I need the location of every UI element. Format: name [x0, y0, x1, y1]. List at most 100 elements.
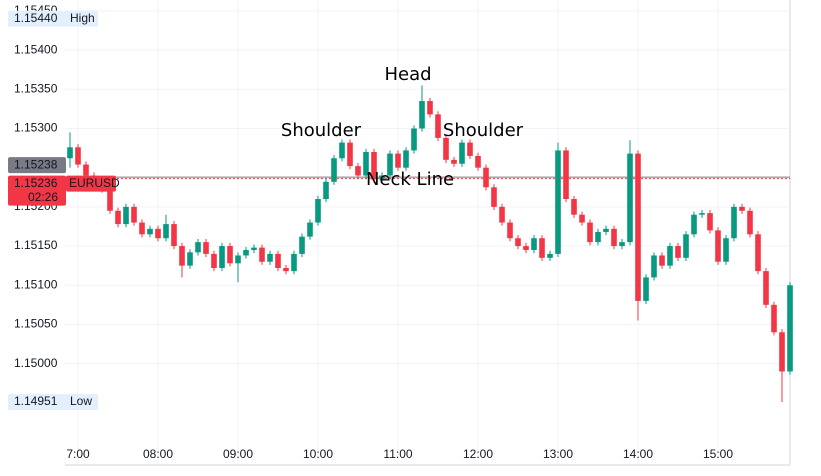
- x-tick-label: 11:00: [383, 447, 412, 461]
- candle-body: [499, 206, 505, 223]
- candle-body: [187, 252, 193, 266]
- candle-body: [635, 153, 641, 301]
- candle-body: [243, 249, 249, 256]
- candle-body: [699, 213, 705, 215]
- y-tick-label: 1.15300: [14, 121, 58, 135]
- candle-body: [275, 253, 281, 268]
- candle-body: [443, 137, 449, 160]
- candle-body: [179, 246, 185, 266]
- candle-body: [259, 247, 265, 262]
- x-tick-label: 10:00: [303, 447, 333, 461]
- candle-body: [787, 285, 793, 372]
- candle-body: [363, 152, 369, 176]
- candle-body: [675, 246, 681, 258]
- candle-body: [707, 213, 713, 231]
- candle-body: [115, 210, 121, 225]
- y-tick-label: 1.15350: [14, 81, 58, 95]
- candle-body: [523, 246, 529, 250]
- x-tick-label: 08:00: [143, 447, 173, 461]
- candle-body: [291, 253, 297, 272]
- candle-body: [587, 222, 593, 243]
- candle-body: [739, 206, 745, 211]
- candle-body: [331, 158, 337, 182]
- candle-body: [747, 210, 753, 235]
- low-label: 1.14951: [14, 394, 58, 408]
- candle-body: [507, 222, 513, 239]
- candle-body: [411, 128, 417, 151]
- candle-body: [715, 230, 721, 262]
- candle-body: [435, 114, 441, 138]
- annotation: Shoulder: [281, 120, 362, 141]
- candle-body: [107, 189, 113, 211]
- candle-body: [219, 246, 225, 268]
- candle-body: [323, 181, 329, 200]
- candle-body: [731, 206, 737, 239]
- high-label-tag: [64, 10, 98, 27]
- candle-body: [619, 242, 625, 247]
- candle-body: [763, 271, 769, 305]
- low-label-text: Low: [70, 394, 92, 408]
- candle-body: [211, 253, 217, 268]
- candle-body: [339, 142, 345, 159]
- candle-body: [203, 242, 209, 254]
- candle-body: [691, 214, 697, 235]
- candle-body: [387, 153, 393, 176]
- candle-body: [131, 206, 137, 223]
- candle-body: [307, 222, 313, 237]
- high-label-box: [8, 10, 64, 27]
- candle-body: [419, 101, 425, 129]
- last-price-label: 1.15238: [14, 157, 58, 171]
- candle-body: [547, 253, 553, 258]
- candle-body: [283, 268, 289, 272]
- candle-body: [347, 142, 353, 167]
- candle-body: [603, 228, 609, 232]
- current-price-box: [8, 175, 66, 206]
- candle-body: [67, 147, 73, 159]
- low-label-tag: [64, 394, 98, 411]
- y-tick-label: 1.15150: [14, 238, 58, 252]
- candle-body: [755, 234, 761, 272]
- candle-body: [395, 153, 401, 168]
- x-tick-label: 7:00: [66, 447, 90, 461]
- candle-body: [355, 166, 361, 176]
- y-tick-label: 1.15400: [14, 42, 58, 56]
- candle-body: [531, 238, 537, 250]
- candle-body: [83, 164, 89, 176]
- candle-body: [147, 228, 153, 235]
- candle-body: [539, 238, 545, 258]
- x-tick-label: 15:00: [703, 447, 733, 461]
- candle-body: [379, 175, 385, 180]
- candle-body: [595, 231, 601, 243]
- annotation: Head: [384, 64, 431, 85]
- y-tick-label: 1.15000: [14, 356, 58, 370]
- y-tick-label: 1.15050: [14, 317, 58, 331]
- candle-body: [475, 155, 481, 168]
- candle-body: [459, 142, 465, 164]
- candle-body: [627, 153, 633, 243]
- candle-body: [643, 277, 649, 301]
- candle-body: [371, 152, 377, 180]
- high-label: 1.15440: [14, 11, 58, 25]
- candle-body: [315, 199, 321, 223]
- candle-body: [171, 224, 177, 247]
- countdown-label: 02:26: [28, 190, 58, 204]
- candle-body: [667, 246, 673, 266]
- candle-body: [515, 238, 521, 247]
- candle-body: [483, 167, 489, 188]
- candle-body: [403, 150, 409, 168]
- candle-body: [163, 224, 169, 239]
- candle-body: [611, 228, 617, 247]
- candle-body: [227, 246, 233, 264]
- symbol-box: [66, 175, 116, 192]
- candle-body: [771, 304, 777, 333]
- candle-body: [299, 236, 305, 254]
- candle-body: [451, 159, 457, 164]
- x-tick-label: 13:00: [543, 447, 573, 461]
- y-tick-label: 1.15100: [14, 277, 58, 291]
- candle-body: [251, 247, 257, 250]
- candle-body: [267, 253, 273, 262]
- candle-body: [683, 234, 689, 258]
- candle-body: [579, 214, 585, 223]
- candle-body: [139, 222, 145, 235]
